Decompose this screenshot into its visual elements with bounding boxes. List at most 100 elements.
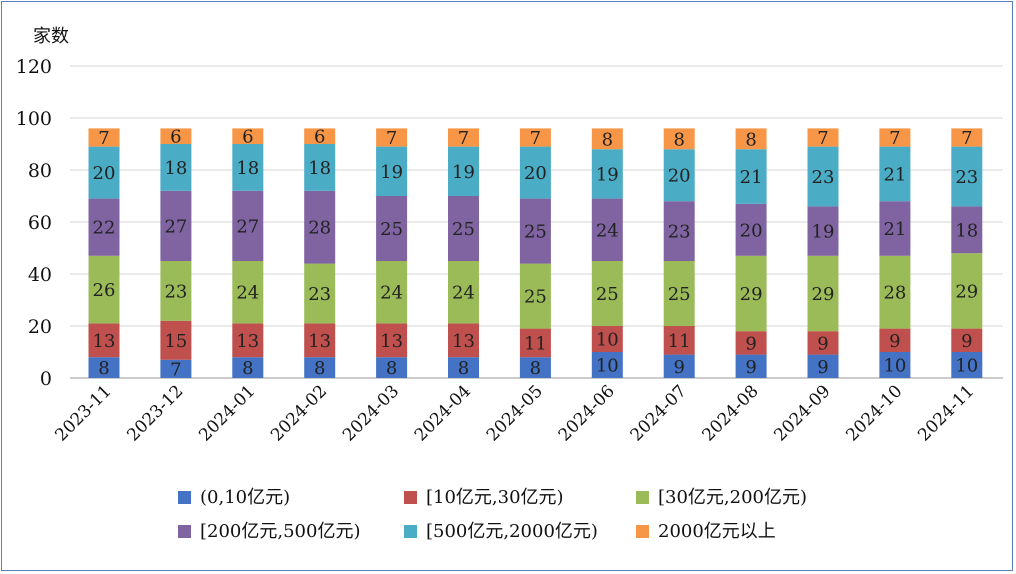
bar-segment [448, 196, 479, 261]
data-label: 11 [524, 333, 547, 354]
data-label: 9 [889, 331, 900, 352]
bar-segment [591, 326, 623, 352]
x-tick-label: 2024-09 [770, 381, 834, 445]
legend-label: [500亿元,2000亿元) [426, 521, 598, 542]
data-label: 9 [817, 333, 828, 354]
bar-segment [160, 359, 192, 378]
bar-segment [376, 146, 408, 196]
data-label: 26 [93, 280, 116, 301]
y-tick-label: 60 [28, 212, 52, 234]
bars: 8 13 26 22 20 7 7 15 23 27 18 6 8 13 24 27 18 6 8 13 23 28 18 6… [88, 127, 983, 380]
bar-segment [304, 263, 336, 324]
legend-item: (0,10亿元) [178, 487, 290, 508]
x-tick-label: 2023-12 [123, 381, 187, 445]
bar-segment [591, 198, 623, 261]
bar-segment [807, 331, 839, 355]
bar-segment [160, 320, 192, 360]
data-label: 20 [524, 163, 547, 184]
data-label: 8 [242, 358, 253, 379]
bar-segment [879, 328, 911, 352]
data-label: 9 [745, 333, 756, 354]
x-tick-label: 2023-11 [51, 381, 115, 445]
data-label: 9 [673, 357, 684, 378]
bar-segment [807, 206, 839, 256]
bar-segment [519, 128, 551, 147]
bar-segment [519, 357, 551, 378]
bar-segment [160, 190, 192, 261]
bar-segment [735, 354, 767, 378]
data-label: 20 [668, 166, 691, 187]
bar-segment [951, 328, 983, 352]
data-label: 18 [308, 158, 331, 179]
data-label: 19 [380, 162, 403, 183]
bar-segment [160, 144, 192, 191]
bar-segment [376, 261, 408, 324]
data-label: 23 [308, 284, 331, 305]
data-label: 18 [164, 158, 187, 179]
bar-segment [663, 326, 695, 355]
data-label: 7 [98, 128, 109, 149]
x-tick-label: 2024-01 [195, 381, 259, 445]
bar-segment [376, 196, 408, 261]
bar-segment [160, 261, 192, 321]
data-label: 19 [812, 222, 835, 243]
bar-segment [88, 255, 120, 324]
legend-swatch [178, 525, 191, 538]
legend-label: 2000亿元以上 [658, 521, 776, 542]
data-label: 7 [458, 128, 469, 149]
data-label: 6 [314, 127, 325, 148]
y-tick-label: 80 [28, 160, 52, 182]
data-label: 18 [955, 220, 978, 241]
x-tick-label: 2024-07 [627, 381, 691, 445]
bar-segment [232, 357, 264, 378]
data-label: 29 [812, 284, 835, 305]
data-label: 24 [380, 283, 403, 304]
data-label: 6 [170, 127, 181, 148]
bar-segment [448, 146, 479, 196]
bar-segment [519, 328, 551, 358]
bar-segment [232, 144, 264, 191]
bar-segment [879, 201, 911, 256]
bar-segment [663, 201, 695, 261]
y-tick-label: 40 [28, 264, 52, 286]
y-tick-labels: 0 20 40 60 80 100 120 [16, 56, 52, 390]
bar-segment [88, 323, 120, 358]
bar-segment [879, 255, 911, 329]
bar-segment [951, 146, 983, 207]
data-label: 25 [380, 219, 403, 240]
data-label: 25 [452, 219, 475, 240]
bar-segment [879, 352, 911, 378]
legend-label: [200亿元,500亿元) [200, 521, 360, 542]
data-label: 25 [668, 284, 691, 305]
data-label: 21 [883, 164, 906, 185]
data-label: 23 [955, 167, 978, 188]
bar-segment [88, 357, 120, 378]
legend-swatch [636, 491, 649, 504]
data-label: 24 [452, 283, 475, 304]
bar-segment [735, 203, 767, 256]
x-tick-label: 2024-10 [842, 381, 906, 445]
bar-segment [591, 352, 623, 378]
bar-segment [160, 128, 192, 144]
data-label: 6 [242, 127, 253, 148]
bar-segment [448, 323, 479, 358]
legend-label: [10亿元,30亿元) [426, 487, 564, 508]
legend-swatch [404, 525, 417, 538]
data-label: 10 [596, 330, 619, 351]
legend: (0,10亿元) [10亿元,30亿元) [30亿元,200亿元) [200亿元,50… [178, 487, 807, 542]
legend-item: [30亿元,200亿元) [636, 487, 807, 508]
data-label: 13 [452, 331, 475, 352]
bar-segment [591, 149, 623, 199]
bar-segment [304, 190, 336, 264]
bar-segment [519, 146, 551, 199]
data-label: 8 [98, 358, 109, 379]
bar-segment [663, 354, 695, 378]
legend-swatch [178, 491, 191, 504]
data-label: 13 [93, 331, 116, 352]
data-label: 8 [602, 129, 613, 150]
bar-segment [735, 149, 767, 204]
bar-segment [232, 323, 264, 358]
data-label: 24 [596, 220, 619, 241]
x-tick-label: 2024-05 [483, 381, 547, 445]
bar-segment [376, 323, 408, 358]
